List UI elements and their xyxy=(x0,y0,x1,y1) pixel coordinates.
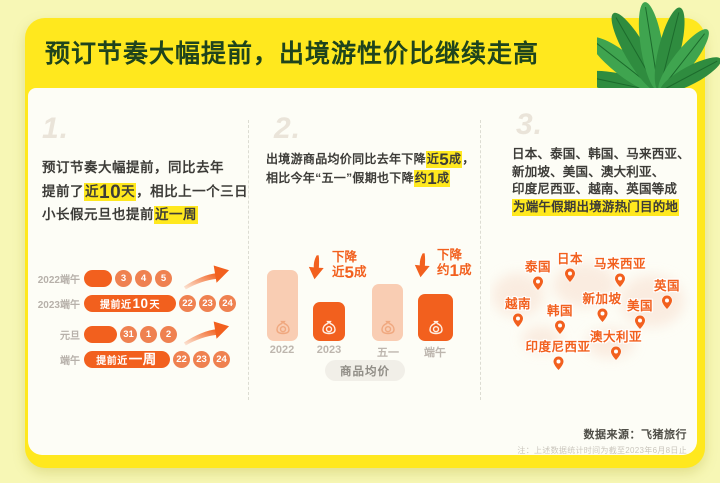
timeline-row: 元旦 31 1 2 xyxy=(36,321,248,346)
booking-pill xyxy=(84,270,112,287)
bar-label: 端午 xyxy=(424,347,446,359)
timeline-row: 2022端午 3 4 5 xyxy=(36,265,248,290)
timeline-row-label: 端午 xyxy=(60,356,80,367)
map-pin-icon xyxy=(564,268,575,282)
map-pin-icon xyxy=(661,295,672,309)
section-2-number: 2. xyxy=(274,112,302,145)
country-tag: 越南 xyxy=(505,293,531,328)
money-bag-icon xyxy=(428,320,443,335)
map-pin-icon xyxy=(554,320,565,334)
country-tag: 美国 xyxy=(627,295,653,330)
divider xyxy=(480,120,481,400)
content-panel: 1. 预订节奏大幅提前，同比去年 提前了近10天，相比上一个三日 小长假元旦也提… xyxy=(28,88,697,455)
map-pin-icon xyxy=(610,346,621,360)
date-circle: 31 xyxy=(120,326,137,343)
section-1-number: 1. xyxy=(42,112,70,145)
date-circle: 4 xyxy=(135,270,152,287)
timeline-row-label: 元旦 xyxy=(60,331,80,342)
price-bar-chart: 下降 近5成 下降 约1成 2022 2023 五一 端午 商品均价 xyxy=(260,248,472,388)
country-tag: 日本 xyxy=(557,248,583,283)
map-pin-icon xyxy=(614,273,625,287)
info-card: 预订节奏大幅提前，出境游性价比继续走高 1. 预订节奏大幅提前，同比去年 提前了… xyxy=(25,2,720,468)
price-bar-duanwu xyxy=(418,294,453,341)
date-circle: 23 xyxy=(199,295,216,312)
data-source: 数据来源：飞猪旅行 xyxy=(583,429,687,441)
section-3-paragraph: 日本、泰国、韩国、马来西亚、 新加坡、美国、澳大利亚、 印度尼西亚、越南、英国等… xyxy=(512,147,690,216)
timeline-row-label: 2022端午 xyxy=(37,275,80,286)
date-circle: 2 xyxy=(160,326,177,343)
country-tag: 泰国 xyxy=(525,256,551,291)
date-circle: 24 xyxy=(219,295,236,312)
money-bag-icon xyxy=(380,320,395,335)
country-tag: 澳大利亚 xyxy=(590,326,642,361)
booking-pill xyxy=(84,326,117,343)
decrease-annotation: 下降 近5成 xyxy=(332,250,367,282)
date-circle: 22 xyxy=(179,295,196,312)
date-circle: 23 xyxy=(193,351,210,368)
money-bag-icon xyxy=(275,320,290,335)
data-source-block: 数据来源：飞猪旅行 注：上述数据统计时间为截至2023年6月8日止 xyxy=(517,426,687,456)
date-circle: 22 xyxy=(173,351,190,368)
axis-title-pill: 商品均价 xyxy=(325,360,405,381)
page-title: 预订节奏大幅提前，出境游性价比继续走高 xyxy=(45,40,540,68)
decrease-annotation: 下降 约1成 xyxy=(437,248,472,280)
timeline-row: 端午 提前近 一周 22 23 24 xyxy=(36,351,248,368)
footnote: 注：上述数据统计时间为截至2023年6月8日止 xyxy=(517,446,687,455)
price-bar-2022 xyxy=(267,270,298,341)
leaf-icon xyxy=(597,2,720,97)
trend-arrow-icon xyxy=(183,265,230,290)
map-pin-icon xyxy=(634,315,645,329)
date-circle: 5 xyxy=(155,270,172,287)
map-pin-icon xyxy=(552,356,563,370)
decrease-arrow-icon xyxy=(414,253,430,278)
divider xyxy=(248,120,249,400)
price-bar-2023 xyxy=(313,302,345,341)
country-tag: 新加坡 xyxy=(582,288,621,323)
country-tag: 印度尼西亚 xyxy=(525,336,590,371)
section-2-paragraph: 出境游商品均价同比去年下降近5成， 相比今年“五一”假期也下降约1成 xyxy=(266,150,475,188)
map-pin-icon xyxy=(532,276,543,290)
bar-label: 2023 xyxy=(316,344,342,356)
booking-pill: 提前近 一周 xyxy=(84,351,170,368)
section-3-number: 3. xyxy=(516,108,544,141)
timeline-row-label: 2023端午 xyxy=(37,300,80,311)
date-circle: 1 xyxy=(140,326,157,343)
country-tag: 韩国 xyxy=(547,300,573,335)
date-circle: 24 xyxy=(213,351,230,368)
section-1: 1. 预订节奏大幅提前，同比去年 提前了近10天，相比上一个三日 小长假元旦也提… xyxy=(36,88,248,455)
country-tag: 马来西亚 xyxy=(594,253,646,288)
bar-label: 2022 xyxy=(269,344,295,356)
trend-arrow-icon xyxy=(183,321,230,346)
country-tag: 英国 xyxy=(654,275,680,310)
map-pin-icon xyxy=(596,308,607,322)
date-circle: 3 xyxy=(115,270,132,287)
price-bar-wuyi xyxy=(372,284,403,341)
timeline-row: 2023端午 提前近 10 天 22 23 24 xyxy=(36,295,248,312)
section-2: 2. 出境游商品均价同比去年下降近5成， 相比今年“五一”假期也下降约1成 xyxy=(260,88,475,455)
section-3: 3. 日本、泰国、韩国、马来西亚、 新加坡、美国、澳大利亚、 印度尼西亚、越南、… xyxy=(490,88,698,455)
section-1-paragraph: 预订节奏大幅提前，同比去年 提前了近10天，相比上一个三日 小长假元旦也提前近一… xyxy=(42,160,249,224)
money-bag-icon xyxy=(322,320,336,335)
booking-timeline-chart: 2022端午 3 4 5 2023端午 提前近 10 天 xyxy=(36,265,248,376)
bar-label: 五一 xyxy=(377,347,399,359)
world-map-silhouette xyxy=(492,263,684,358)
decrease-arrow-icon xyxy=(308,255,324,280)
destinations-map: 泰国 日本 马来西亚 英国 越南 新加坡 美国 韩国 澳大利亚 印度尼西亚 xyxy=(490,243,698,378)
map-pin-icon xyxy=(512,313,523,327)
booking-pill: 提前近 10 天 xyxy=(84,295,176,312)
